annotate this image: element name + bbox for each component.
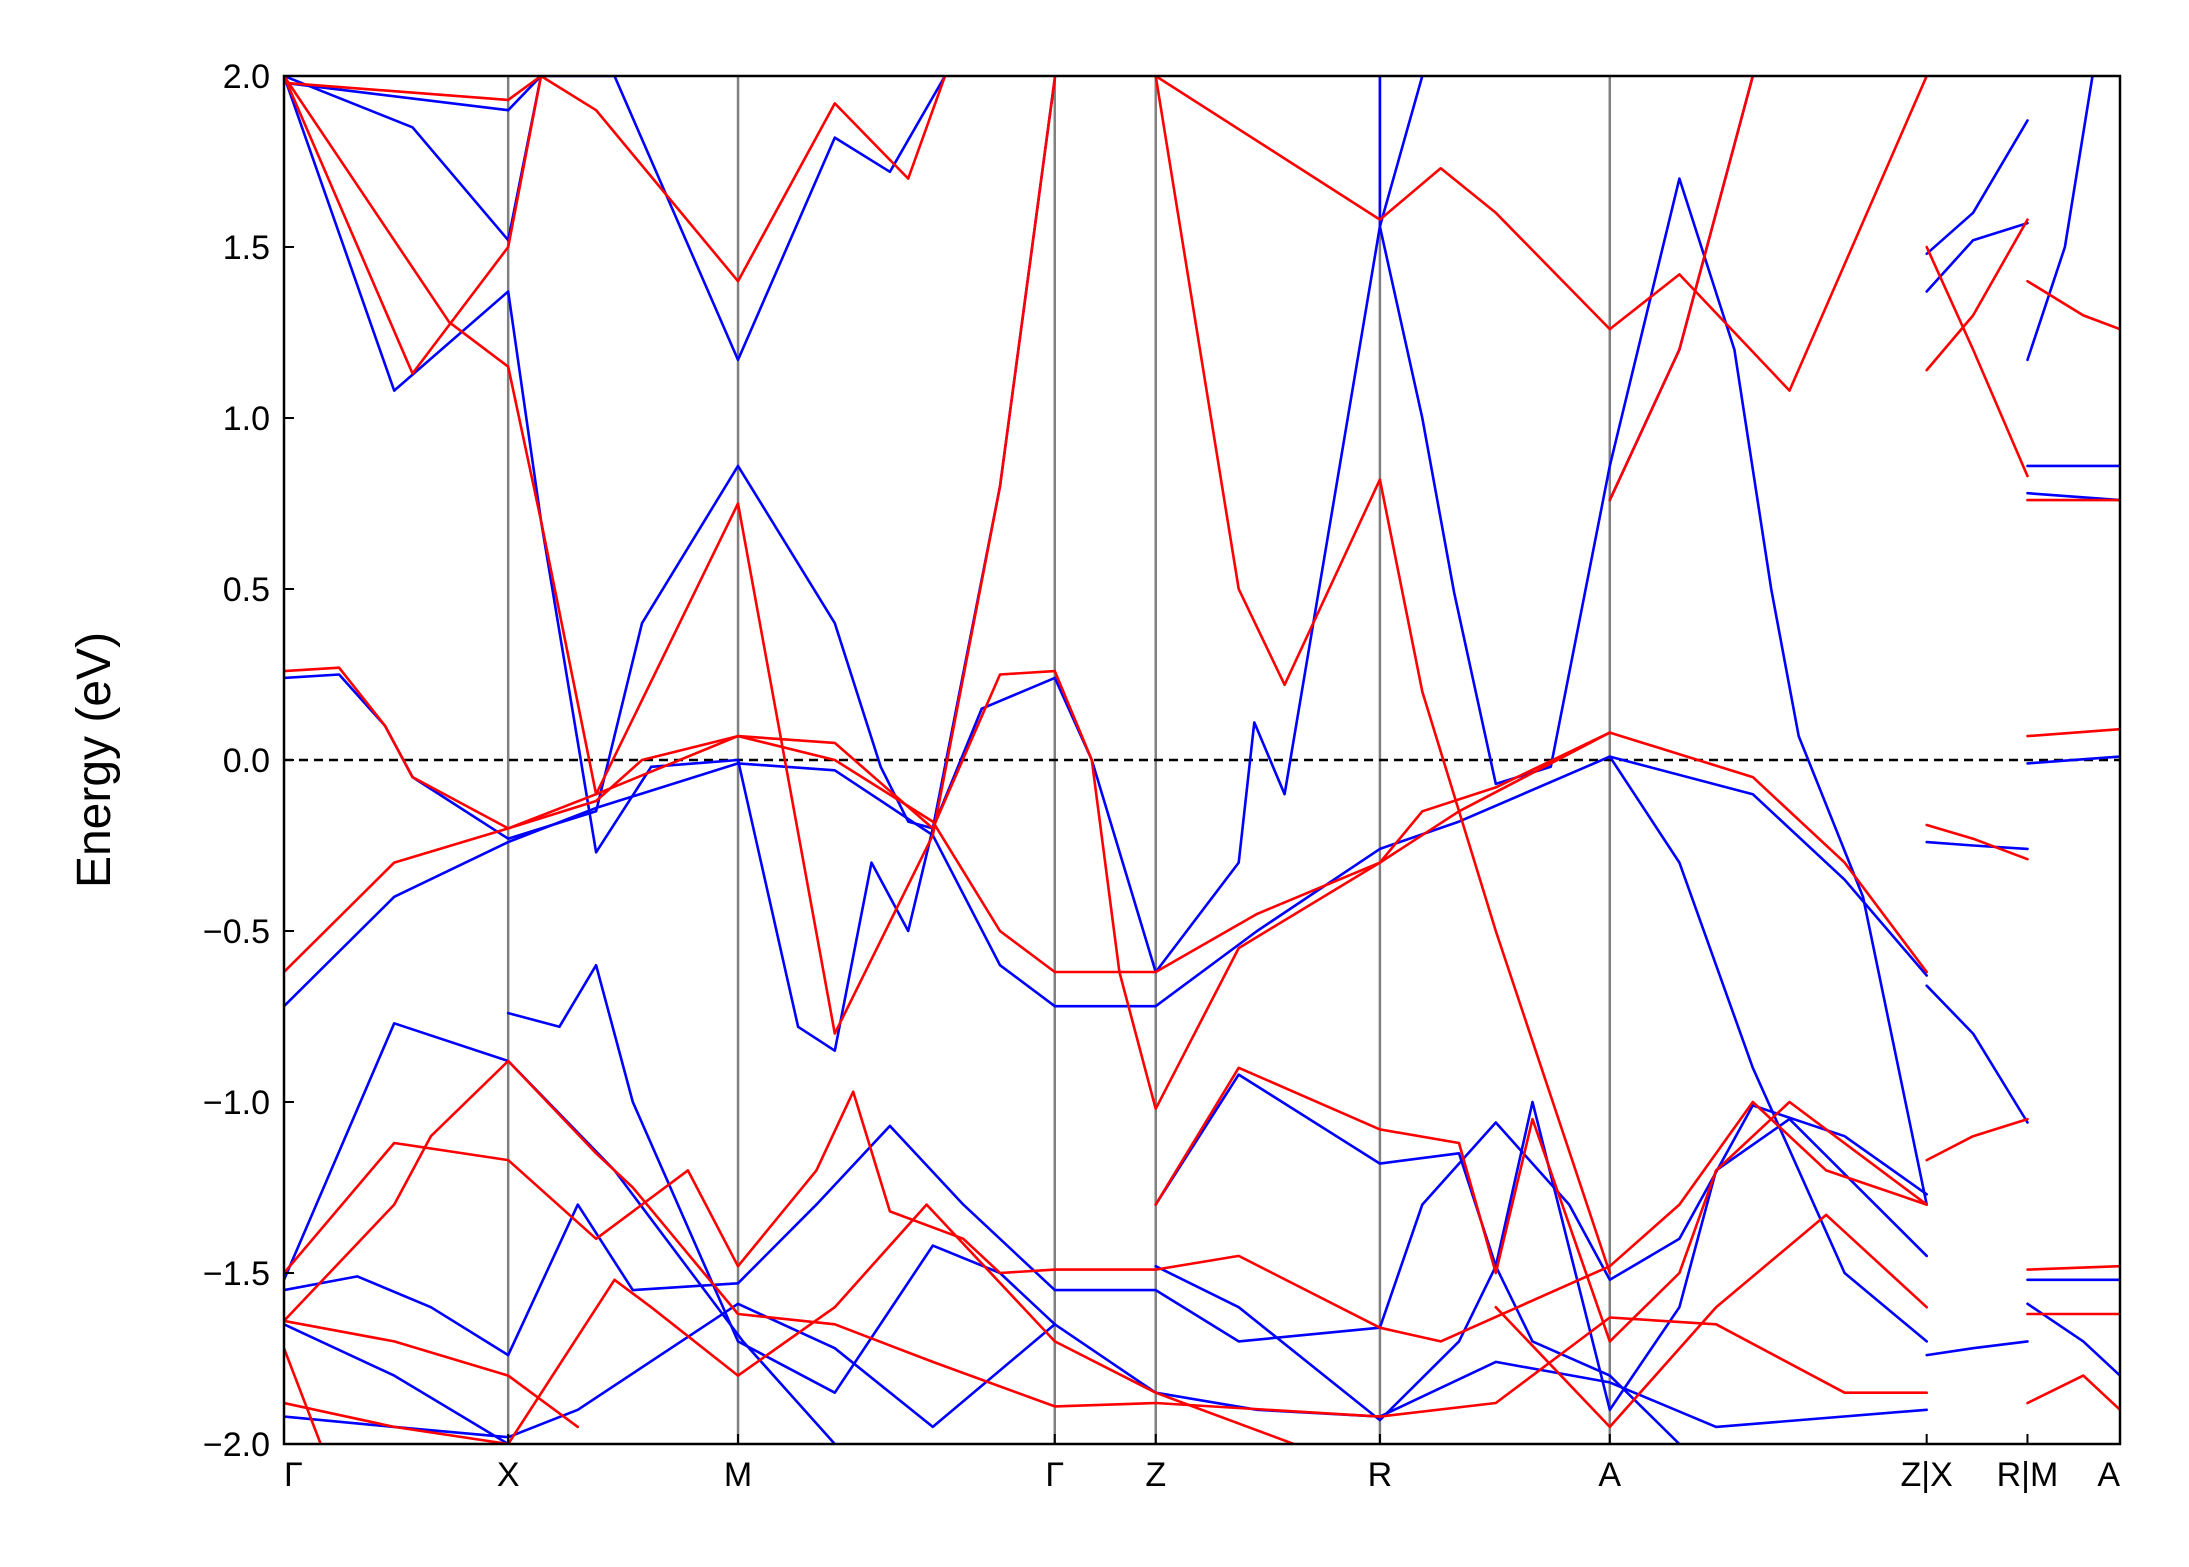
- y-tick-label-1: −1.5: [203, 1255, 270, 1293]
- x-axis-ticks: Γ X M Γ Z R A Z|X R|M A: [283, 1434, 2121, 1494]
- band-0-24: [506, 963, 1057, 1394]
- y-axis-ticks: −2.0 −1.5 −1.0 −0.5 0.0 0.5 1.0 1.5 2.0: [203, 58, 294, 1464]
- y-tick-label-7: 1.5: [223, 229, 270, 267]
- band-0-23: [284, 1302, 1928, 1439]
- band-1-22: [284, 1346, 322, 1444]
- band-1-14: [2026, 727, 2120, 738]
- band-1-25: [284, 1059, 510, 1323]
- x-tick-label-4: Z: [1145, 1456, 1166, 1494]
- y-tick-label-6: 1.0: [223, 400, 270, 438]
- band-1-1: [284, 734, 1057, 974]
- band-0-2: [1053, 755, 1928, 1008]
- band-0-21: [284, 1104, 1928, 1357]
- x-tick-label-8: R|M: [1997, 1456, 2059, 1494]
- x-tick-label-7: Z|X: [1901, 1456, 1953, 1494]
- band-1-5: [284, 76, 947, 375]
- band-lines: [284, 76, 2120, 1444]
- y-tick-label-0: −2.0: [203, 1426, 270, 1464]
- band-1-26: [1154, 1066, 1928, 1343]
- series-1: [284, 76, 2120, 1444]
- band-1-16: [2026, 279, 2120, 331]
- band-1-12: [1925, 823, 2029, 861]
- band-1-4: [1154, 76, 1612, 1275]
- x-tick-label-0: Γ: [284, 1456, 303, 1494]
- band-0-4: [284, 76, 1057, 1052]
- band-0-13: [1925, 984, 2029, 1124]
- x-tick-label-5: R: [1368, 1456, 1393, 1494]
- band-0-5: [284, 76, 947, 362]
- band-1-10: [1925, 218, 2029, 372]
- band-1-19: [2026, 1374, 2120, 1412]
- band-1-20: [284, 1090, 1928, 1343]
- band-0-9: [1608, 76, 1755, 502]
- band-0-20: [2026, 1302, 2120, 1377]
- band-1-17: [2026, 1264, 2120, 1271]
- band-0-10: [1925, 221, 2029, 293]
- band-0-8: [1608, 755, 1928, 1343]
- x-tick-label-2: M: [724, 1456, 752, 1494]
- x-tick-label-6: A: [1598, 1456, 1621, 1494]
- band-0-7: [1378, 76, 1928, 1206]
- y-tick-label-5: 0.5: [223, 571, 270, 609]
- band-0-3: [1053, 76, 1424, 974]
- x-tick-label-3: Γ: [1045, 1456, 1064, 1494]
- band-1-24: [506, 1059, 1928, 1418]
- y-tick-label-2: −1.0: [203, 1084, 270, 1122]
- band-0-17: [2026, 755, 2120, 765]
- band-1-9: [1608, 76, 1755, 502]
- band-0-6: [284, 76, 543, 112]
- band-1-7: [284, 76, 1057, 1035]
- y-tick-label-3: −0.5: [203, 913, 270, 951]
- band-1-23: [284, 1401, 510, 1444]
- band-1-2: [1053, 731, 1928, 974]
- series-0: [284, 76, 2120, 1444]
- band-1-21: [284, 1319, 580, 1429]
- band-1-3: [1053, 669, 1612, 1111]
- band-1-11: [1925, 245, 2029, 478]
- y-tick-label-4: 0.0: [223, 742, 270, 780]
- band-1-6: [284, 76, 543, 102]
- x-tick-label-1: X: [497, 1456, 520, 1494]
- band-0-0: [284, 464, 1057, 840]
- band-0-22: [284, 1323, 510, 1444]
- band-0-11: [1925, 119, 2029, 256]
- band-0-18: [2026, 76, 2094, 362]
- band-0-26: [1154, 1264, 1681, 1444]
- y-axis-title: Energy (eV): [68, 632, 121, 888]
- band-0-27: [1154, 1073, 1928, 1412]
- band-0-12: [1925, 840, 2029, 851]
- band-0-14: [1925, 1340, 2029, 1357]
- x-tick-label-9: A: [2097, 1456, 2120, 1494]
- band-1-13: [1925, 1117, 2029, 1162]
- band-1-8: [1154, 76, 1928, 392]
- band-1-27: [506, 1203, 1296, 1444]
- y-tick-label-8: 2.0: [223, 58, 270, 96]
- band-1-28: [1494, 1213, 1928, 1429]
